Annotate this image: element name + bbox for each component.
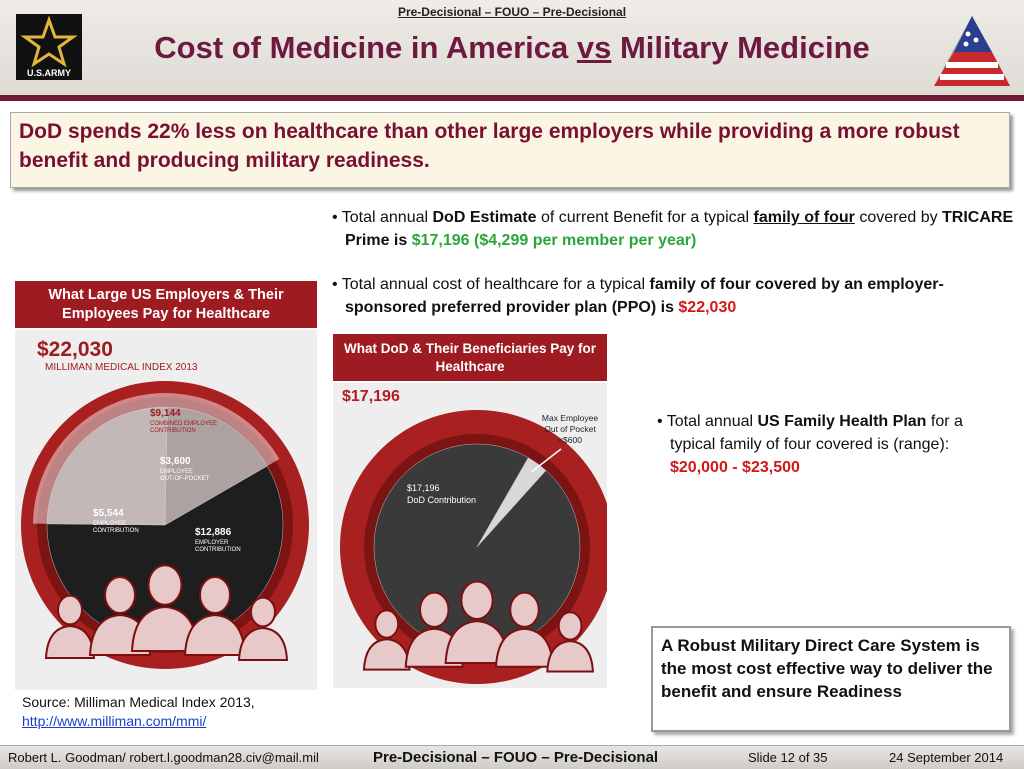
pie-total: $22,030 bbox=[37, 338, 113, 361]
logo-text: U.S.ARMY bbox=[27, 68, 71, 78]
text: Total annual cost of healthcare for a ty… bbox=[341, 276, 650, 293]
text: US Family Health Plan bbox=[757, 413, 927, 430]
silhouette bbox=[104, 576, 136, 614]
slide-title: Cost of Medicine in America vs Military … bbox=[90, 30, 934, 66]
bullet: • Total annual DoD Estimate of current B… bbox=[332, 209, 1014, 249]
pie-label: <$600 bbox=[558, 435, 582, 445]
header-band bbox=[0, 0, 1024, 95]
pie-label: EMPLOYEE bbox=[160, 469, 193, 475]
footer-author: Robert L. Goodman/ robert.l.goodman28.ci… bbox=[8, 750, 319, 765]
footer-date: 24 September 2014 bbox=[889, 750, 1004, 765]
bullet: • Total annual cost of healthcare for a … bbox=[332, 276, 944, 316]
pie-label: CONTRIBUTION bbox=[150, 428, 196, 434]
pie-label: CONTRIBUTION bbox=[93, 528, 139, 534]
text: Total annual bbox=[341, 209, 433, 226]
text: family of four covered by an employer-sp… bbox=[345, 276, 944, 316]
pie-slice-combined bbox=[33, 393, 280, 525]
silhouette bbox=[557, 611, 583, 641]
title-text: vs bbox=[576, 30, 612, 65]
source: Source: Milliman Medical Index 2013, bbox=[22, 694, 255, 710]
conclusion-box: A Robust Military Direct Care System is … bbox=[651, 626, 1011, 732]
panel-heading: What DoD & Their Beneficiaries Pay for H… bbox=[333, 334, 607, 381]
silhouette bbox=[199, 576, 231, 614]
pie-label: $9,144 bbox=[150, 408, 181, 419]
silhouette bbox=[509, 591, 540, 628]
silhouette bbox=[250, 596, 276, 628]
army-logo: U.S.ARMY bbox=[16, 14, 82, 80]
pie-label: $12,886 bbox=[195, 527, 232, 538]
silhouette bbox=[147, 564, 183, 606]
silhouette bbox=[460, 580, 494, 621]
text: $22,030 bbox=[678, 299, 737, 316]
pie-slice bbox=[476, 457, 547, 548]
text: $20,000 - $23,500 bbox=[670, 459, 800, 476]
source-link[interactable]: http://www.milliman.com/mmi/ bbox=[22, 713, 207, 729]
pie-label: EMPLOYER bbox=[195, 540, 229, 546]
pie-label: OUT-OF-POCKET bbox=[160, 476, 210, 482]
title-text: Military Medicine bbox=[611, 30, 870, 65]
header-rule bbox=[0, 95, 1024, 101]
dod-total: $17,196 bbox=[342, 388, 400, 405]
pointer bbox=[530, 448, 562, 473]
pie-label: EMPLOYEE bbox=[93, 521, 126, 527]
silhouette bbox=[374, 609, 400, 639]
silhouette bbox=[419, 591, 450, 628]
pie-label: Out of Pocket bbox=[544, 424, 596, 434]
emblem bbox=[934, 16, 1010, 86]
bullet: • Total annual US Family Health Plan for… bbox=[657, 413, 963, 476]
footer: Robert L. Goodman/ robert.l.goodman28.ci… bbox=[0, 745, 1024, 769]
callout-box: DoD spends 22% less on healthcare than o… bbox=[10, 112, 1010, 188]
silhouette bbox=[546, 640, 594, 673]
panel-heading: What Large US Employers & Their Employee… bbox=[15, 281, 317, 328]
text: DoD Estimate bbox=[432, 209, 537, 226]
pie-label: Max Employee bbox=[542, 413, 598, 423]
silhouette bbox=[237, 626, 289, 661]
pie-label: $17,196 bbox=[407, 483, 440, 493]
text: TRICARE Prime is bbox=[345, 209, 1014, 249]
text: $17,196 ($4,299 per member per year) bbox=[411, 232, 697, 249]
title-text: Cost of Medicine in America bbox=[154, 30, 577, 65]
text: family of four bbox=[753, 209, 855, 226]
text: Total annual bbox=[666, 413, 758, 430]
silhouette bbox=[57, 594, 83, 626]
text: of current Benefit for a typical bbox=[536, 209, 754, 226]
classification: Pre-Decisional – FOUO – Pre-Decisional bbox=[397, 5, 627, 19]
text: covered by bbox=[854, 209, 943, 226]
pie-label: CONTRIBUTION bbox=[195, 547, 241, 553]
pie-label: DoD Contribution bbox=[407, 495, 476, 505]
footer-classification: Pre-Decisional – FOUO – Pre-Decisional bbox=[373, 749, 659, 766]
text: for a typical family of four covered is … bbox=[670, 413, 963, 453]
pie-subtitle: MILLIMAN MEDICAL INDEX 2013 bbox=[45, 362, 198, 373]
pie-label: $3,600 bbox=[160, 456, 191, 467]
pie-label: COMBINED EMPLOYEE bbox=[150, 421, 217, 427]
pie-label: $5,544 bbox=[93, 508, 124, 519]
footer-slide: Slide 12 of 35 bbox=[748, 750, 828, 765]
